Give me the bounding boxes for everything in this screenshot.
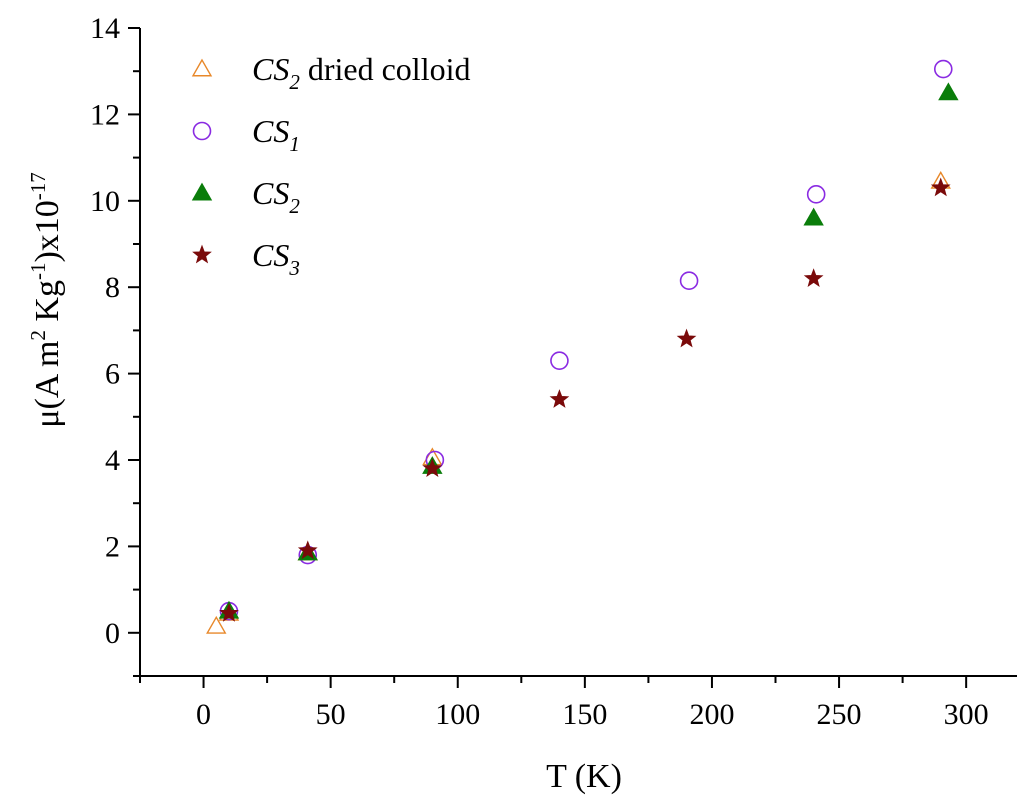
data-point: [803, 268, 824, 287]
y-tick-label: 4: [105, 444, 120, 477]
legend-label-base: CS: [252, 113, 289, 149]
data-point: [930, 177, 951, 197]
y-title-post: )x10: [29, 200, 66, 262]
legend-item: CS2: [191, 175, 300, 218]
legend-label-suffix: dried colloid: [300, 51, 471, 87]
x-tick-label: 50: [316, 698, 346, 731]
data-point: [676, 328, 697, 348]
series-3: [219, 177, 951, 622]
data-point: [549, 389, 570, 408]
x-tick-label: 200: [689, 698, 734, 731]
data-point: [206, 615, 227, 634]
legend-label: CS2 dried colloid: [252, 51, 470, 94]
y-title-sup1: 2: [26, 330, 50, 341]
data-point: [933, 59, 953, 79]
x-tick-label: 0: [196, 698, 211, 731]
y-ticks: 0 2 4 6 8 10 12 14: [90, 12, 140, 677]
x-ticks: 0 50 100 150 200 250 300: [139, 676, 989, 731]
legend-label: CS1: [252, 113, 300, 156]
data-points: [206, 59, 959, 634]
legend-label-base: CS: [252, 237, 289, 273]
legend-marker: [192, 121, 212, 141]
legend-label: CS2: [252, 175, 300, 218]
y-axis-title: μ(A m2 Kg-1)x10-17: [26, 172, 66, 428]
legend-label-sub: 3: [288, 256, 300, 280]
data-point: [422, 458, 443, 478]
data-point: [803, 207, 824, 226]
x-tick-label: 300: [944, 698, 989, 731]
y-title-sup2: -1: [26, 263, 50, 281]
legend-label-base: CS: [252, 51, 289, 87]
legend-label-sub: 2: [289, 70, 300, 94]
x-tick-label: 150: [562, 698, 607, 731]
legend-label-base: CS: [252, 175, 289, 211]
series-2: [218, 82, 959, 619]
series-1: [219, 59, 953, 621]
data-point: [219, 603, 239, 622]
y-title-mid: Kg: [29, 280, 66, 330]
x-tick-label: 100: [435, 698, 480, 731]
data-point: [550, 351, 569, 370]
legend-item: CS1: [192, 113, 300, 156]
y-tick-label: 10: [90, 185, 120, 218]
y-title-pre: μ(A m: [29, 341, 66, 428]
series-0: [206, 170, 951, 634]
legend-marker: [191, 182, 213, 201]
legend-label-sub: 1: [289, 132, 300, 156]
x-axis-title: T (K): [546, 758, 622, 795]
legend-item: CS3: [192, 237, 300, 280]
legend-label: CS3: [252, 237, 300, 280]
y-tick-label: 14: [90, 12, 120, 45]
data-point: [679, 271, 699, 291]
y-tick-label: 6: [105, 358, 120, 391]
legend-label-sub: 2: [289, 194, 300, 218]
y-tick-label: 0: [105, 617, 120, 650]
data-point: [297, 540, 318, 560]
x-tick-label: 250: [817, 698, 862, 731]
data-point: [938, 82, 959, 101]
legend-marker: [191, 58, 213, 77]
legend-item: CS2 dried colloid: [191, 51, 470, 94]
y-title-sup3: -17: [26, 172, 50, 200]
legend-marker: [192, 244, 212, 264]
y-tick-label: 2: [105, 530, 120, 563]
y-tick-label: 8: [105, 271, 120, 304]
axes: [139, 28, 1017, 677]
y-tick-label: 12: [90, 98, 120, 131]
data-point: [806, 185, 826, 204]
